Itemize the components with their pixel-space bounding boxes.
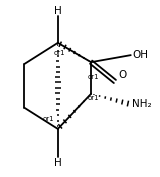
Text: or1: or1 bbox=[88, 75, 100, 81]
Text: or1: or1 bbox=[43, 116, 55, 122]
Text: OH: OH bbox=[132, 50, 148, 60]
Text: or1: or1 bbox=[54, 50, 66, 56]
Text: O: O bbox=[118, 70, 126, 80]
Text: NH₂: NH₂ bbox=[132, 99, 152, 109]
Text: H: H bbox=[54, 6, 62, 16]
Text: H: H bbox=[54, 158, 62, 168]
Text: or1: or1 bbox=[88, 95, 100, 101]
